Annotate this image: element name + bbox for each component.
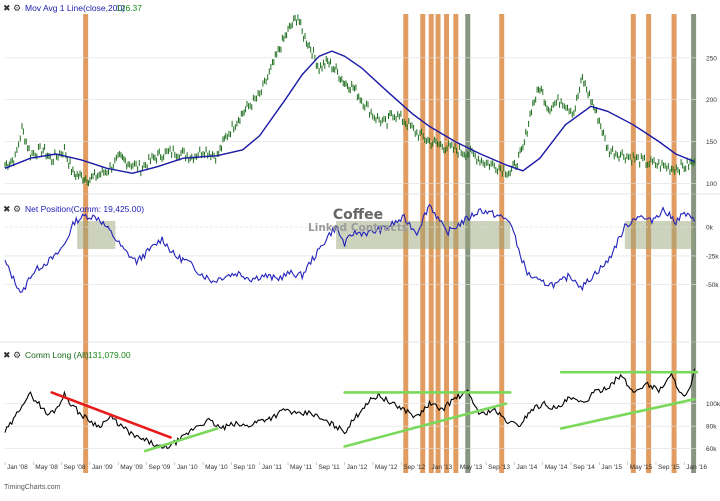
green-trendline xyxy=(343,402,508,448)
net-zone xyxy=(77,221,116,249)
comm-panel-label: Comm Long (All) xyxy=(25,350,89,360)
chart-title: Coffee xyxy=(333,207,383,223)
comm-panel-header: ✖ ⚙ Comm Long (All) 131,079.00 xyxy=(3,350,131,361)
x-tick-label: Jan '14 xyxy=(516,464,537,471)
green-trendline xyxy=(143,427,219,453)
chart-subtitle: Linked Contracts xyxy=(308,222,408,234)
net-panel-header: ✖ ⚙ Net Position(Comm: 19,425.00) xyxy=(3,204,144,215)
close-panel-icon[interactable]: ✖ xyxy=(3,351,11,361)
trendlines xyxy=(50,370,699,453)
comm-panel-value: 131,079.00 xyxy=(88,350,131,360)
x-tick-label: Jan '15 xyxy=(601,464,622,471)
x-tick-label: Jan '11 xyxy=(262,464,283,471)
x-tick-label: Sep '10 xyxy=(233,464,255,471)
x-tick-label: Sep '14 xyxy=(573,464,595,471)
red-trendline xyxy=(50,391,172,439)
green-trendline xyxy=(559,397,696,430)
comm-long-line xyxy=(4,368,696,450)
settings-icon[interactable]: ⚙ xyxy=(13,4,21,14)
settings-icon[interactable]: ⚙ xyxy=(13,351,21,361)
y-axis-ticks: 100 150 200 250 0k -25k -50k 100k 80k 60k xyxy=(706,55,720,453)
price-panel-header: ✖ ⚙ Mov Avg 1 Line(close,200) 126.37 xyxy=(3,3,142,14)
x-tick-label: Sep '12 xyxy=(403,464,425,471)
x-tick-label: May '12 xyxy=(375,464,398,471)
x-tick-label: Jan '08 xyxy=(7,464,28,471)
y-tick-label: 100 xyxy=(706,181,717,188)
x-tick-label: May '14 xyxy=(545,464,568,471)
y-tick-label: 250 xyxy=(706,55,717,62)
x-tick-label: Jan '10 xyxy=(177,464,198,471)
net-zone xyxy=(336,221,511,249)
x-tick-label: May '08 xyxy=(35,464,58,471)
net-zone xyxy=(624,221,695,249)
x-tick-label: Jan '09 xyxy=(92,464,113,471)
net-position-line xyxy=(4,203,696,293)
x-tick-label: Jan '13 xyxy=(432,464,453,471)
x-tick-label: May '09 xyxy=(120,464,143,471)
x-tick-label: Sep '13 xyxy=(488,464,510,471)
timingcharts-logo: TimingCharts.com xyxy=(4,484,61,491)
x-tick-label: Jan '16 xyxy=(686,464,707,471)
x-tick-label: Sep '08 xyxy=(64,464,86,471)
net-panel-label: Net Position(Comm: 19,425.00) xyxy=(25,204,144,214)
x-tick-label: Jan '12 xyxy=(347,464,368,471)
settings-icon[interactable]: ⚙ xyxy=(13,205,21,215)
series-layer xyxy=(4,14,696,450)
x-tick-label: May '10 xyxy=(205,464,228,471)
x-tick-label: Sep '15 xyxy=(658,464,680,471)
x-tick-label: May '15 xyxy=(630,464,653,471)
x-tick-label: Sep '11 xyxy=(318,464,340,471)
y-tick-label: 200 xyxy=(706,97,717,104)
net-position-zones xyxy=(77,221,695,249)
y-tick-label: 80k xyxy=(706,424,717,431)
moving-average-line xyxy=(4,50,695,175)
grid xyxy=(0,57,720,450)
close-panel-icon[interactable]: ✖ xyxy=(3,4,11,14)
x-axis-ticks: Jan '08 May '08 Sep '08 Jan '09 May '09 Sep '… xyxy=(4,462,707,471)
y-tick-label: 60k xyxy=(706,446,717,453)
x-tick-label: May '11 xyxy=(290,464,312,471)
price-panel-label: Mov Avg 1 Line(close,200) xyxy=(25,3,125,13)
price-panel-value: 126.37 xyxy=(116,3,142,13)
y-tick-label: 0k xyxy=(706,225,714,232)
x-tick-label: Sep '09 xyxy=(149,464,171,471)
y-tick-label: -50k xyxy=(706,282,719,289)
y-tick-label: 150 xyxy=(706,139,717,146)
close-panel-icon[interactable]: ✖ xyxy=(3,205,11,215)
x-tick-label: May '13 xyxy=(460,464,483,471)
y-tick-label: 100k xyxy=(706,401,720,408)
y-tick-label: -25k xyxy=(706,253,719,260)
